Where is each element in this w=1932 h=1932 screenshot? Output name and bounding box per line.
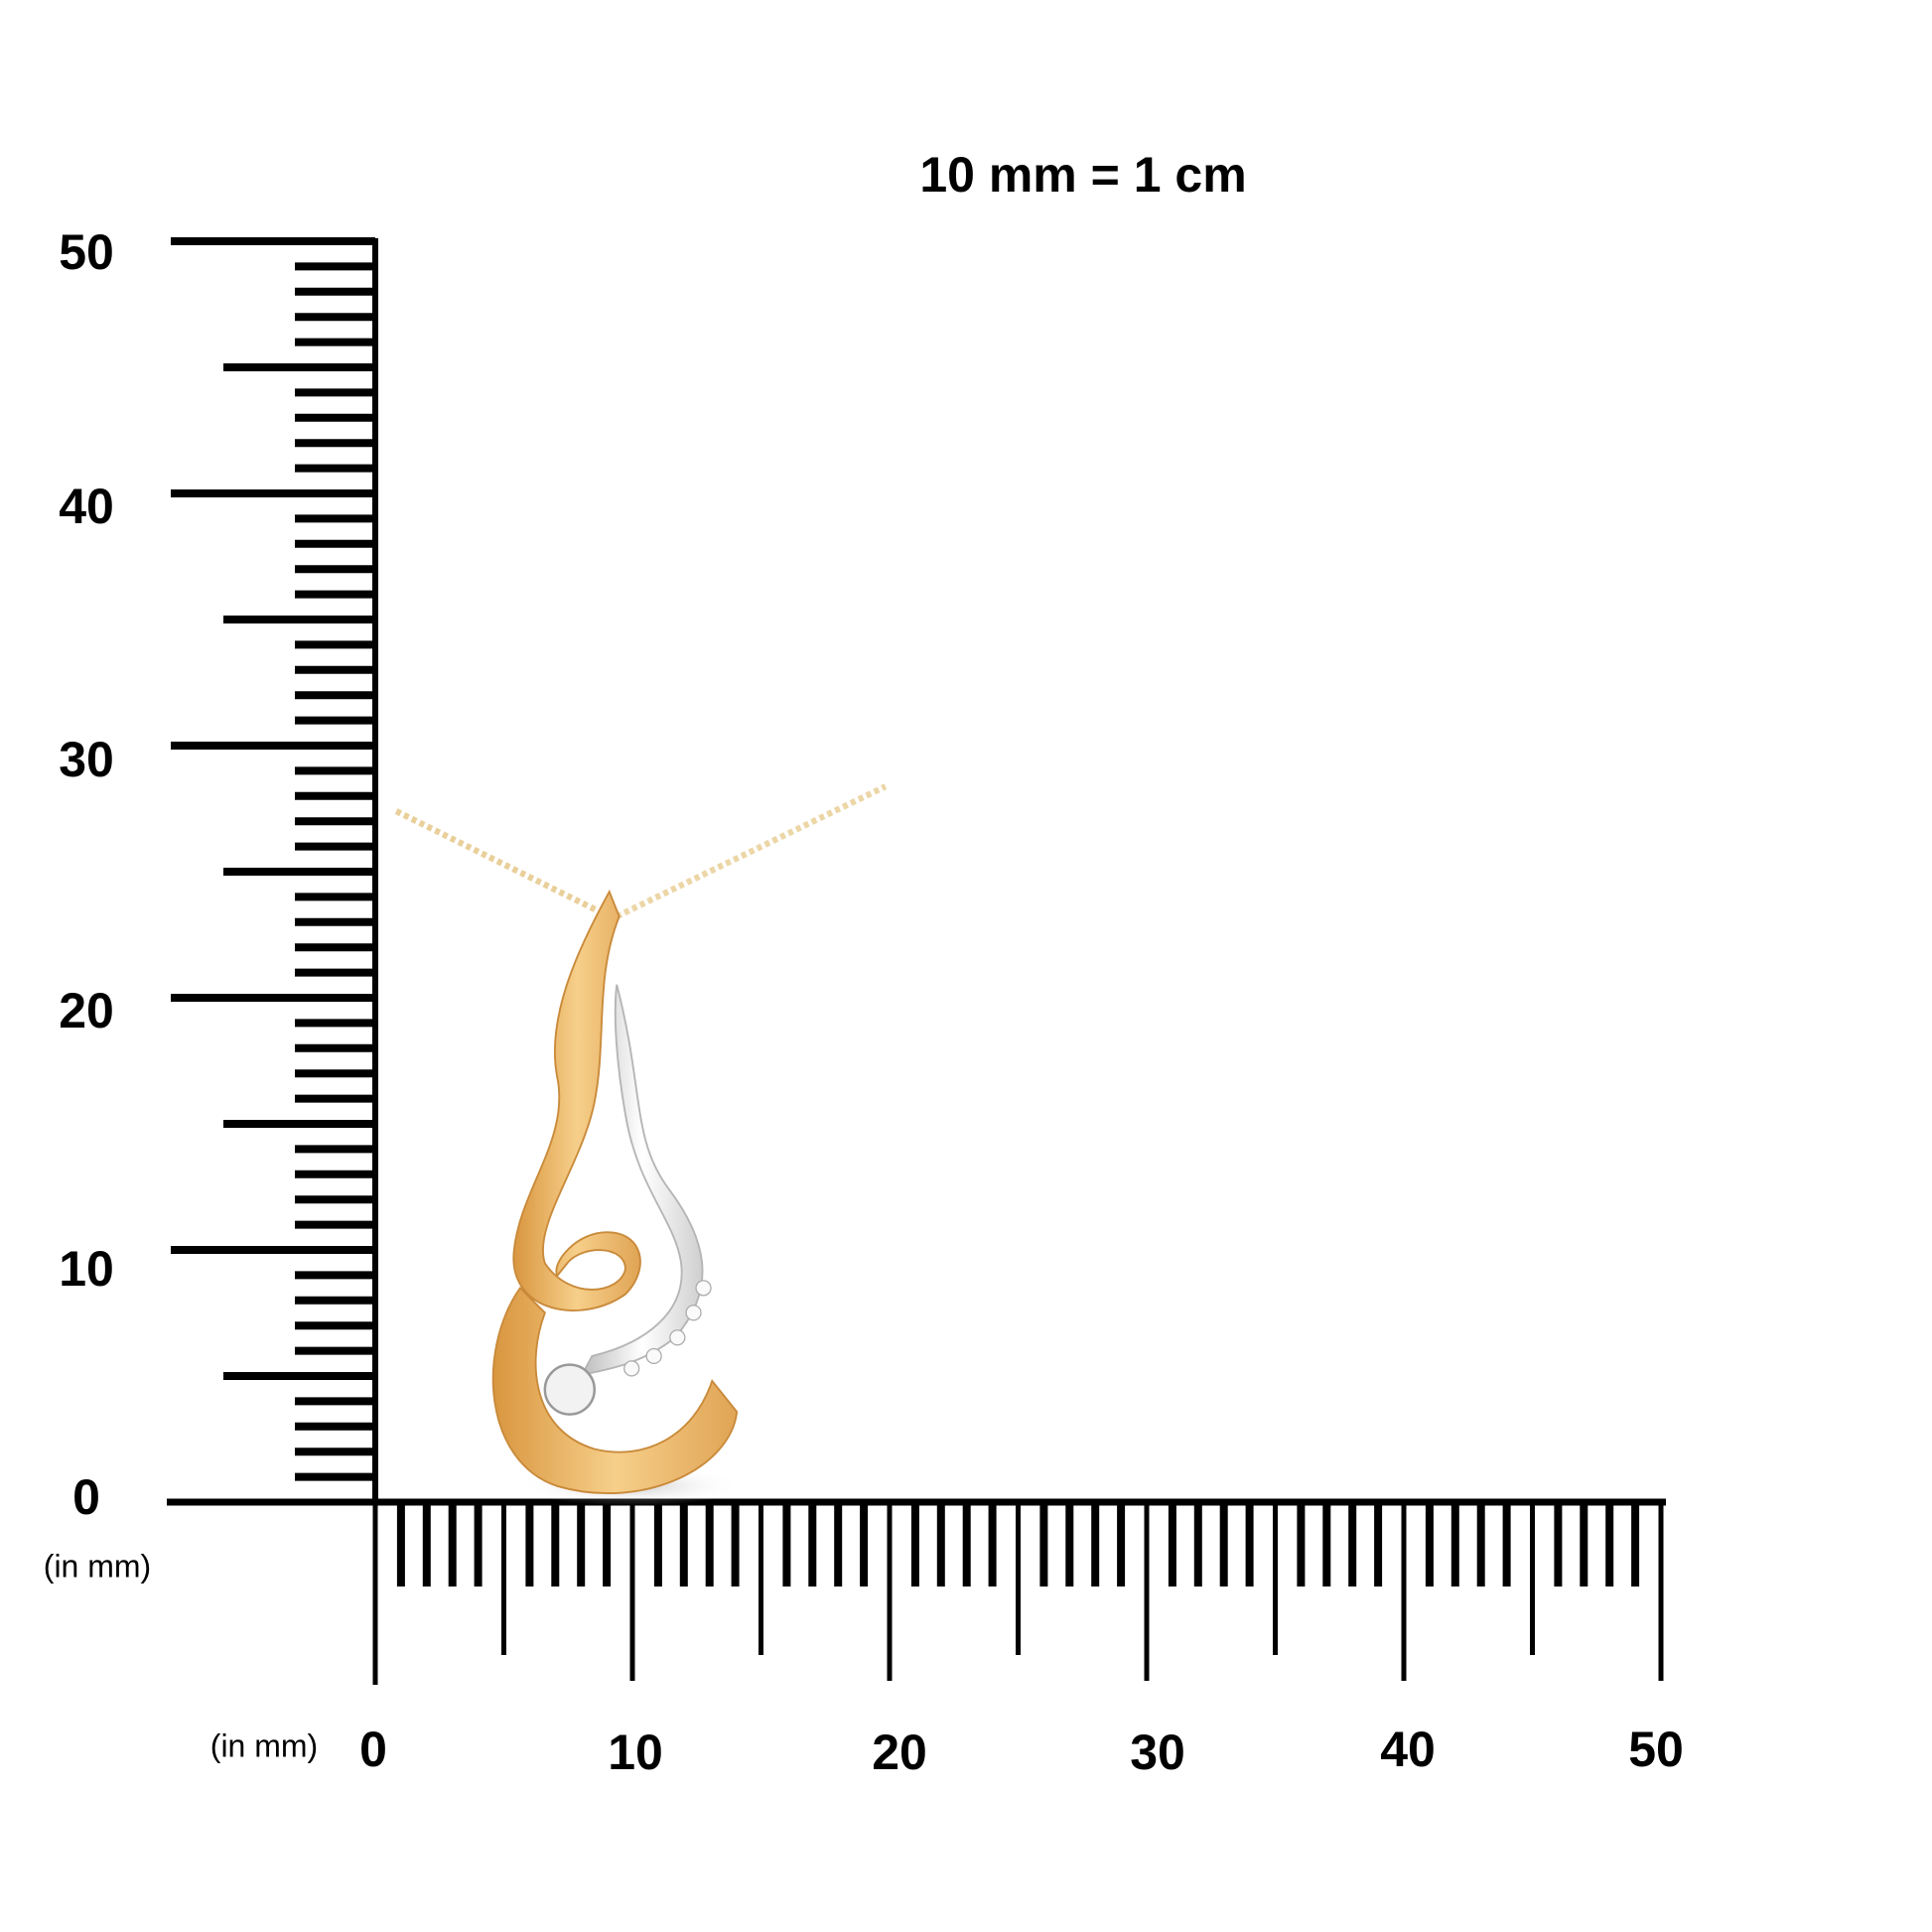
h-label-50: 50 <box>1628 1722 1684 1777</box>
v-unit-label: (in mm) <box>43 1548 152 1585</box>
pendant <box>491 889 739 1495</box>
h-label-20: 20 <box>872 1725 927 1780</box>
scale-title: 10 mm = 1 cm <box>919 147 1247 203</box>
h-unit-label: (in mm) <box>209 1727 319 1764</box>
chain <box>394 783 888 919</box>
h-label-10: 10 <box>608 1725 663 1780</box>
v-label-30: 30 <box>59 732 114 787</box>
h-label-40: 40 <box>1380 1722 1436 1777</box>
h-label-30: 30 <box>1130 1725 1185 1780</box>
v-label-50: 50 <box>59 224 114 280</box>
v-label-0: 0 <box>72 1469 100 1525</box>
v-label-10: 10 <box>59 1241 114 1297</box>
v-label-20: 20 <box>59 983 114 1038</box>
v-label-40: 40 <box>59 479 114 534</box>
h-label-0: 0 <box>359 1722 387 1777</box>
